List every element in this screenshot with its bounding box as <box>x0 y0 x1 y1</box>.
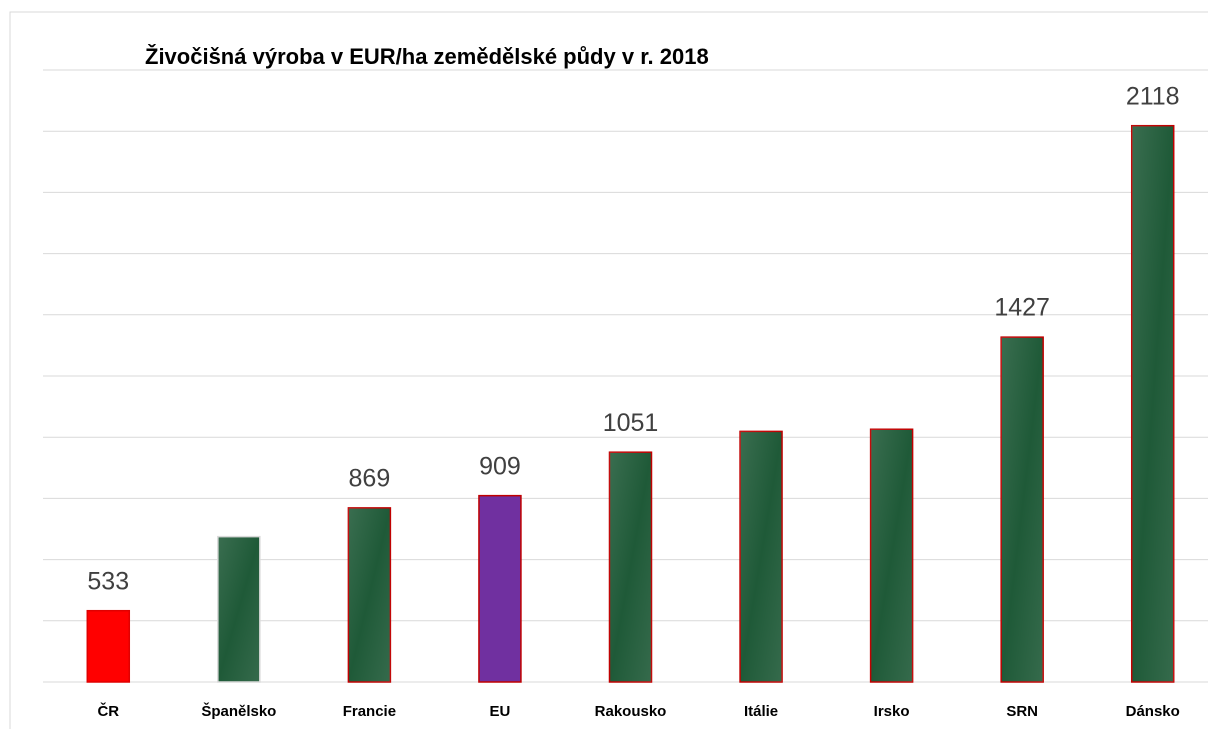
bar-texture <box>609 452 652 682</box>
bar-texture <box>870 429 913 682</box>
x-tick-label: Itálie <box>744 703 778 720</box>
x-tick-label: SRN <box>1006 703 1038 720</box>
value-label: 2118 <box>1126 82 1180 110</box>
bar <box>86 609 131 683</box>
value-label: 533 <box>87 567 129 595</box>
x-tick-label: Irsko <box>874 703 910 720</box>
value-label: 869 <box>349 464 391 492</box>
bar-texture <box>217 536 260 682</box>
x-tick-label: Španělsko <box>201 702 276 720</box>
value-label: 1427 <box>994 294 1050 322</box>
x-tick-label: Francie <box>343 703 396 720</box>
chart-title: Živočišná výroba v EUR/ha zemědělské půd… <box>145 44 709 69</box>
bar-texture <box>1131 125 1174 682</box>
bar-texture <box>740 431 783 682</box>
bar-texture <box>1001 337 1044 682</box>
x-tick-label: Rakousko <box>595 703 667 720</box>
x-tick-label: Dánsko <box>1126 703 1180 720</box>
bar <box>478 494 522 683</box>
chart-border <box>9 11 1208 729</box>
x-tick-label: ČR <box>97 702 119 720</box>
x-tick-label: EU <box>490 703 511 720</box>
bar-texture <box>348 507 391 682</box>
value-label: 1051 <box>603 409 659 437</box>
value-label: 909 <box>479 452 521 480</box>
